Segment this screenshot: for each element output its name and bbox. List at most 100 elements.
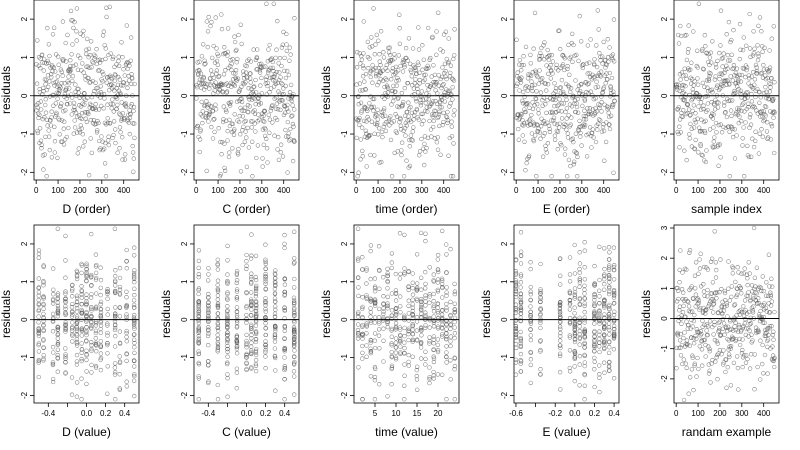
data-point: [206, 342, 211, 348]
data-point: [568, 86, 574, 91]
data-point: [105, 120, 111, 126]
data-point: [706, 76, 711, 81]
data-point: [750, 338, 755, 343]
data-point: [434, 140, 440, 145]
data-point: [421, 72, 427, 78]
data-point: [577, 336, 583, 341]
data-point: [291, 341, 297, 346]
data-point: [389, 260, 394, 265]
data-point: [84, 339, 89, 344]
data-point: [70, 42, 75, 47]
data-point: [69, 288, 75, 294]
data-point: [405, 58, 410, 63]
data-point: [49, 109, 54, 114]
data-point: [545, 120, 550, 125]
data-point: [767, 284, 772, 289]
data-point: [39, 107, 44, 112]
data-point: [410, 271, 415, 276]
data-point: [602, 246, 607, 251]
data-point: [132, 121, 137, 126]
data-point: [238, 169, 244, 174]
data-point: [234, 289, 240, 294]
data-point: [736, 387, 741, 392]
data-point: [684, 365, 689, 371]
data-point: [706, 371, 712, 376]
data-point: [396, 53, 401, 58]
data-point: [55, 155, 60, 161]
x-tick-label: 100: [691, 409, 705, 418]
x-axis-label: E (order): [543, 202, 590, 216]
data-point: [737, 106, 742, 111]
data-point: [705, 332, 710, 338]
data-point: [431, 124, 436, 130]
data-point: [86, 111, 91, 117]
data-point: [572, 101, 577, 106]
data-point: [744, 65, 750, 70]
data-point: [124, 259, 129, 264]
data-point: [368, 320, 374, 325]
data-point: [557, 97, 562, 102]
data-point: [244, 164, 250, 170]
data-point: [423, 362, 428, 367]
data-point: [686, 322, 691, 328]
data-point: [719, 71, 724, 76]
data-point: [450, 77, 456, 82]
data-point: [254, 303, 259, 308]
data-point: [381, 124, 386, 129]
data-point: [582, 296, 587, 301]
data-point: [526, 85, 532, 90]
data-point: [444, 293, 449, 298]
data-point: [389, 102, 394, 107]
x-tick-label: -0.4: [201, 409, 215, 418]
data-point: [234, 47, 239, 53]
data-point: [533, 96, 538, 101]
data-point: [113, 325, 118, 331]
data-point: [738, 47, 743, 52]
data-point: [205, 105, 210, 110]
data-point: [598, 74, 603, 79]
data-point: [728, 74, 733, 79]
data-point: [215, 286, 220, 292]
data-point: [750, 86, 755, 91]
data-point: [239, 96, 244, 101]
data-point: [607, 284, 612, 289]
data-point: [224, 89, 230, 94]
data-point: [368, 310, 373, 315]
points: [355, 226, 458, 402]
data-point: [606, 304, 612, 309]
data-point: [375, 121, 380, 126]
data-point: [599, 129, 605, 134]
data-point: [611, 312, 617, 318]
data-point: [105, 351, 110, 356]
data-point: [425, 63, 430, 69]
data-point: [567, 72, 572, 77]
data-point: [385, 84, 390, 90]
data-point: [131, 378, 137, 383]
data-point: [745, 356, 750, 362]
data-point: [273, 299, 278, 304]
data-point: [260, 156, 265, 161]
data-point: [196, 351, 201, 357]
data-point: [291, 318, 297, 323]
data-point: [84, 357, 89, 363]
data-point: [707, 73, 712, 79]
data-point: [706, 78, 712, 83]
data-point: [431, 118, 436, 124]
data-point: [94, 275, 99, 281]
data-point: [577, 261, 583, 266]
x-axis-label: E (value): [542, 425, 590, 439]
data-point: [282, 347, 287, 352]
data-point: [43, 110, 49, 115]
data-point: [201, 87, 207, 92]
data-point: [538, 299, 543, 305]
y-tick-label: 1: [500, 279, 509, 284]
data-point: [447, 74, 453, 79]
data-point: [105, 296, 110, 301]
data-point: [607, 332, 612, 337]
data-point: [48, 118, 53, 123]
data-point: [372, 320, 377, 325]
data-point: [544, 63, 549, 68]
data-point: [249, 302, 254, 307]
data-point: [747, 46, 753, 51]
data-point: [267, 90, 272, 95]
